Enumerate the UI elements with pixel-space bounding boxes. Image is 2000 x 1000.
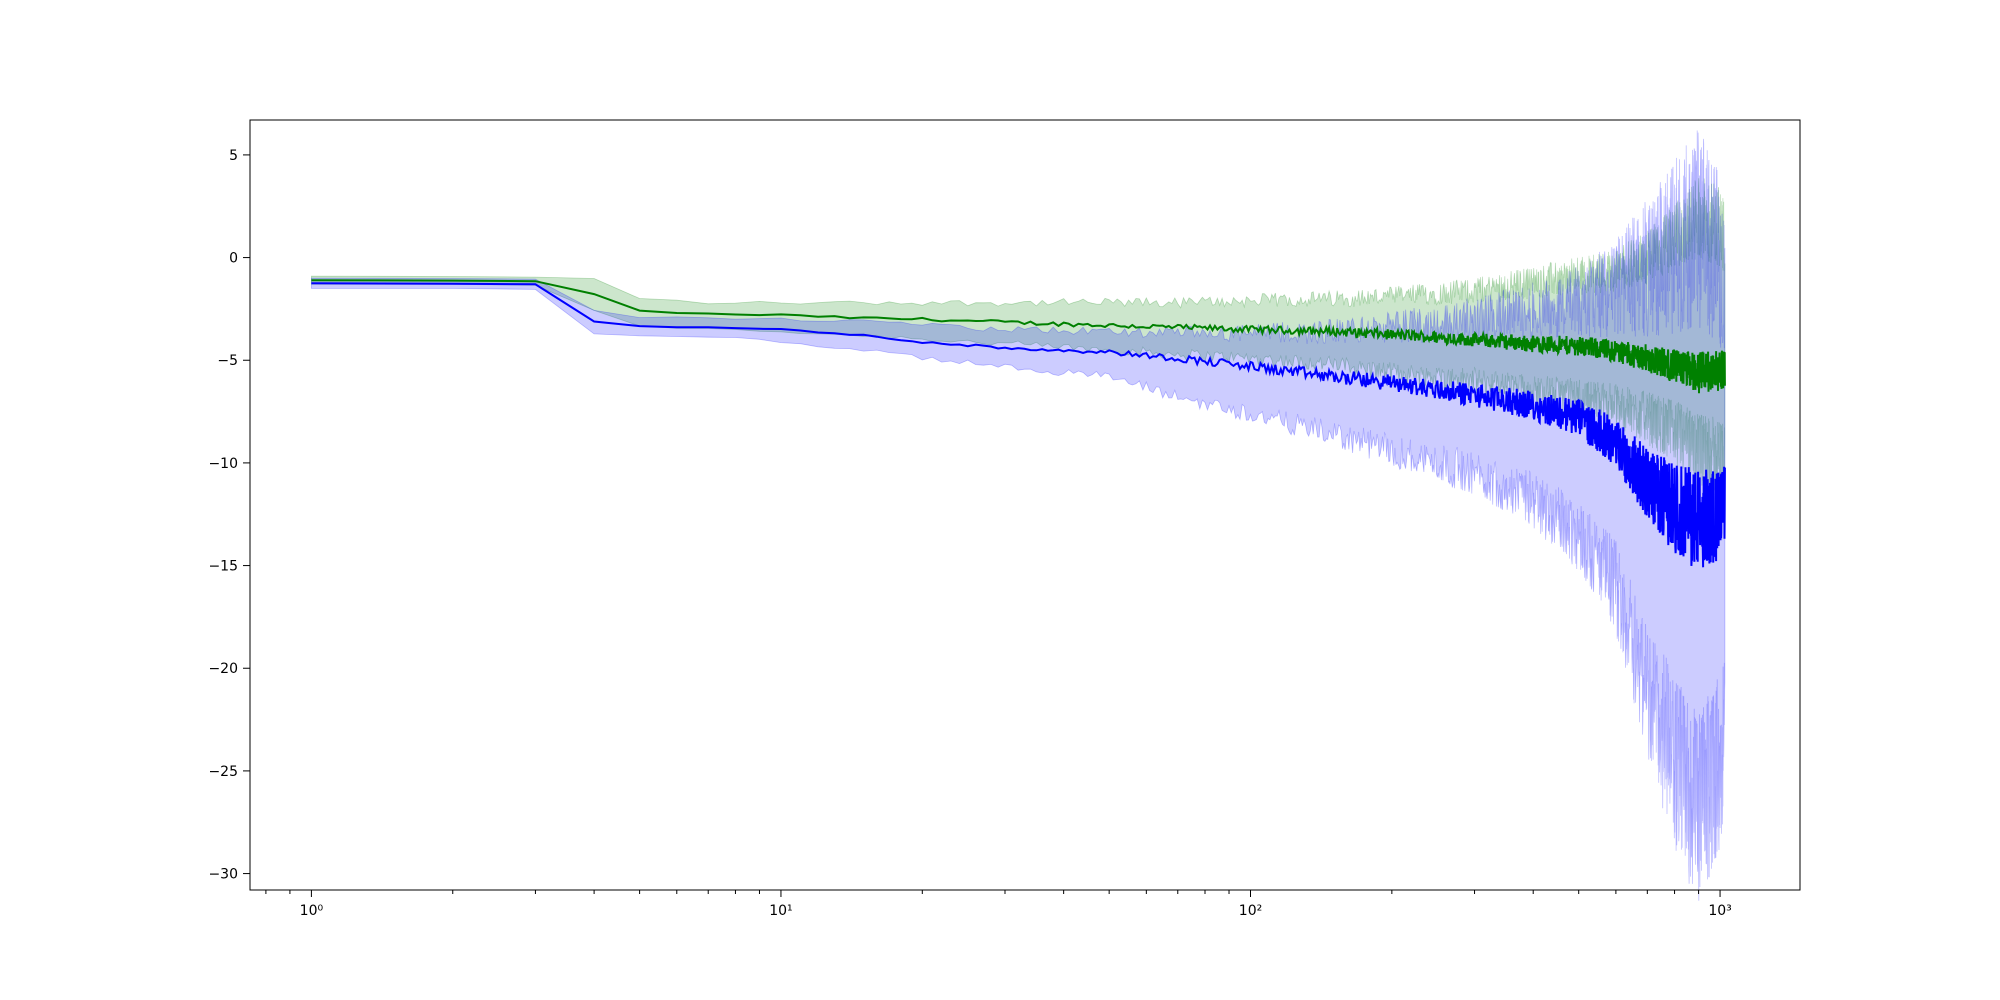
y-tick-label: −25 xyxy=(208,764,238,780)
series-1-band xyxy=(311,178,1726,497)
x-tick-label: 10³ xyxy=(1708,903,1731,919)
x-axis: 10⁰ 10¹ 10² 10³ xyxy=(265,890,1732,919)
plot-area-frame xyxy=(249,119,1801,891)
y-tick-label: −10 xyxy=(208,456,238,472)
y-tick-label: 0 xyxy=(229,251,238,267)
x-tick-label: 10¹ xyxy=(769,903,792,919)
y-tick-label: −20 xyxy=(208,661,238,677)
series-lines xyxy=(311,279,1726,568)
y-tick-label: −5 xyxy=(217,353,238,369)
confidence-bands xyxy=(311,130,1726,901)
y-tick-label: −30 xyxy=(208,867,238,883)
x-tick-label: 10⁰ xyxy=(300,903,324,919)
series-2-line xyxy=(311,282,1726,568)
x-tick-label: 10² xyxy=(1239,903,1262,919)
y-tick-label: 5 xyxy=(229,148,238,164)
y-axis: 5 0 −5 −10 −15 −20 −25 −30 xyxy=(208,148,250,883)
y-tick-label: −15 xyxy=(208,559,238,575)
series-2-band xyxy=(311,130,1726,901)
series-1-line xyxy=(311,279,1726,394)
